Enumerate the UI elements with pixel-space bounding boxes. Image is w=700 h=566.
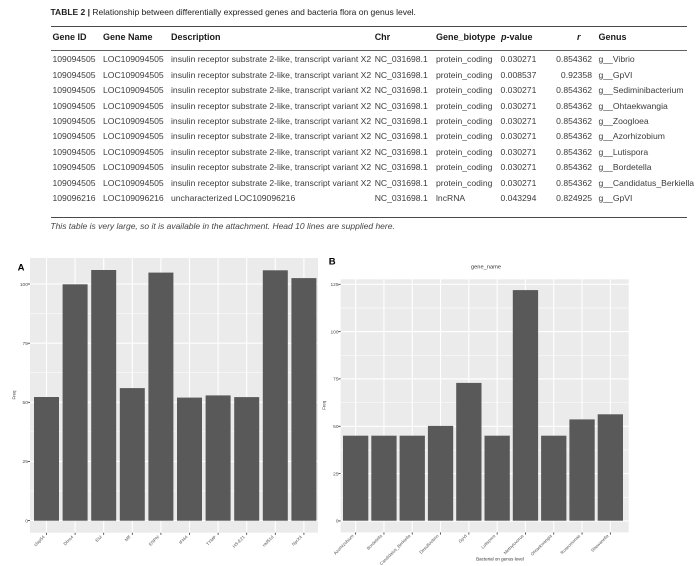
svg-text:Mff: Mff: [124, 534, 132, 542]
svg-text:Desulfovibrio: Desulfovibrio: [418, 533, 440, 555]
svg-text:50: 50: [333, 424, 339, 430]
svg-text:75: 75: [333, 377, 339, 383]
svg-text:50: 50: [23, 400, 29, 406]
svg-text:Lutispora: Lutispora: [480, 533, 497, 550]
svg-text:Candidatus_Berkiella: Candidatus_Berkiella: [379, 533, 412, 566]
svg-text:Methylovorus: Methylovorus: [503, 533, 526, 556]
svg-text:A: A: [18, 263, 25, 274]
svg-text:ENPhl: ENPhl: [148, 534, 160, 546]
svg-text:Elvl: Elvl: [94, 534, 103, 543]
svg-text:Ohtaekwangia: Ohtaekwangia: [530, 533, 554, 557]
svg-text:0: 0: [25, 518, 28, 524]
svg-text:HS-E21: HS-E21: [231, 534, 246, 549]
svg-text:75: 75: [23, 341, 29, 347]
svg-text:gene_name: gene_name: [471, 264, 501, 270]
svg-text:B: B: [329, 256, 336, 267]
svg-text:0: 0: [336, 519, 339, 525]
svg-text:Bacterial on genus level: Bacterial on genus level: [476, 557, 524, 562]
svg-text:cfap54: cfap54: [33, 534, 46, 547]
svg-text:25: 25: [23, 459, 29, 465]
svg-text:NprX4: NprX4: [291, 534, 304, 547]
svg-text:Dhrs4: Dhrs4: [62, 534, 74, 546]
svg-text:Bordetella: Bordetella: [366, 533, 384, 551]
svg-text:125: 125: [330, 282, 338, 288]
svg-text:100: 100: [20, 282, 28, 288]
svg-text:Roseomonas: Roseomonas: [559, 533, 581, 555]
svg-text:GpVI: GpVI: [457, 533, 468, 544]
svg-text:25: 25: [333, 471, 339, 477]
svg-text:TYMP: TYMP: [205, 534, 217, 546]
svg-text:Azorhizobium: Azorhizobium: [333, 533, 356, 556]
svg-text:rad51d: rad51d: [261, 534, 275, 548]
svg-text:100: 100: [330, 329, 338, 335]
svg-text:Freq: Freq: [321, 400, 326, 410]
svg-text:Freq: Freq: [12, 390, 17, 400]
svg-text:Shewanella: Shewanella: [590, 533, 610, 553]
svg-text:IFI44: IFI44: [178, 534, 189, 545]
